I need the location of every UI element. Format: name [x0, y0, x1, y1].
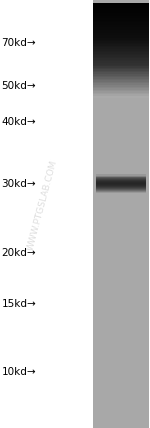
Bar	[93, 49, 148, 51]
Bar	[93, 36, 148, 39]
Bar	[93, 52, 148, 54]
Bar	[93, 79, 148, 81]
Bar	[93, 43, 148, 45]
Bar	[93, 54, 148, 56]
Bar	[96, 184, 146, 186]
Bar	[96, 187, 146, 189]
Bar	[93, 96, 148, 98]
Bar	[93, 72, 148, 75]
Bar	[93, 85, 148, 87]
Bar	[93, 8, 148, 11]
Bar	[96, 184, 146, 185]
Bar	[93, 16, 148, 18]
Bar	[96, 178, 146, 179]
Bar	[93, 35, 148, 37]
Bar	[96, 181, 146, 182]
Bar	[93, 15, 148, 17]
Bar	[93, 18, 148, 20]
Bar	[93, 82, 148, 84]
Bar	[96, 191, 146, 193]
Bar	[93, 27, 148, 30]
Bar	[93, 63, 148, 65]
Bar	[96, 175, 146, 176]
Bar	[93, 69, 148, 72]
Bar	[93, 65, 148, 67]
Bar	[96, 182, 146, 183]
Bar	[93, 77, 148, 80]
Bar	[93, 93, 148, 95]
Text: 30kd→: 30kd→	[2, 179, 36, 189]
Bar	[93, 44, 148, 47]
Text: WWW.PTGSLAB.COM: WWW.PTGSLAB.COM	[26, 159, 58, 252]
Bar	[93, 83, 148, 86]
Bar	[96, 192, 146, 193]
Bar	[93, 95, 148, 97]
Bar	[93, 10, 148, 12]
Bar	[93, 80, 148, 83]
Bar	[96, 189, 146, 190]
Bar	[93, 22, 148, 25]
Bar	[96, 177, 146, 178]
Bar	[96, 188, 146, 190]
Bar	[96, 179, 146, 180]
Bar	[93, 91, 148, 94]
Bar	[96, 174, 146, 175]
Bar	[96, 185, 146, 187]
Bar	[93, 3, 148, 6]
Bar	[93, 71, 148, 73]
Bar	[93, 57, 148, 59]
Bar	[93, 58, 148, 61]
Bar	[93, 19, 148, 21]
Bar	[93, 62, 148, 64]
Bar	[96, 187, 146, 188]
Bar	[96, 183, 146, 184]
Bar	[93, 51, 148, 53]
Bar	[93, 13, 148, 15]
Bar	[93, 39, 148, 42]
Bar	[93, 11, 148, 14]
Bar	[93, 33, 148, 36]
Bar	[93, 86, 148, 89]
Bar	[93, 6, 148, 9]
Text: 20kd→: 20kd→	[2, 247, 36, 258]
Bar	[93, 68, 148, 70]
Bar	[93, 41, 148, 44]
Text: 50kd→: 50kd→	[2, 80, 36, 91]
Bar	[93, 76, 148, 78]
Bar	[93, 5, 148, 7]
Bar	[96, 176, 146, 178]
Bar	[96, 180, 146, 181]
Bar	[93, 46, 148, 48]
Text: 15kd→: 15kd→	[2, 299, 36, 309]
Bar	[93, 90, 148, 92]
Bar	[93, 21, 148, 23]
Bar	[93, 48, 148, 50]
Bar	[93, 38, 148, 40]
Bar	[93, 66, 148, 68]
Bar	[93, 32, 148, 34]
Bar	[96, 190, 146, 192]
Bar	[93, 29, 148, 31]
Bar	[93, 74, 148, 77]
Bar	[93, 60, 148, 62]
Bar	[93, 30, 148, 33]
Bar	[93, 0, 148, 428]
Text: 10kd→: 10kd→	[2, 367, 36, 377]
Bar	[93, 55, 148, 58]
Text: 40kd→: 40kd→	[2, 117, 36, 127]
Bar	[93, 25, 148, 28]
Bar	[93, 88, 148, 91]
Text: 70kd→: 70kd→	[2, 38, 36, 48]
Bar	[93, 24, 148, 26]
